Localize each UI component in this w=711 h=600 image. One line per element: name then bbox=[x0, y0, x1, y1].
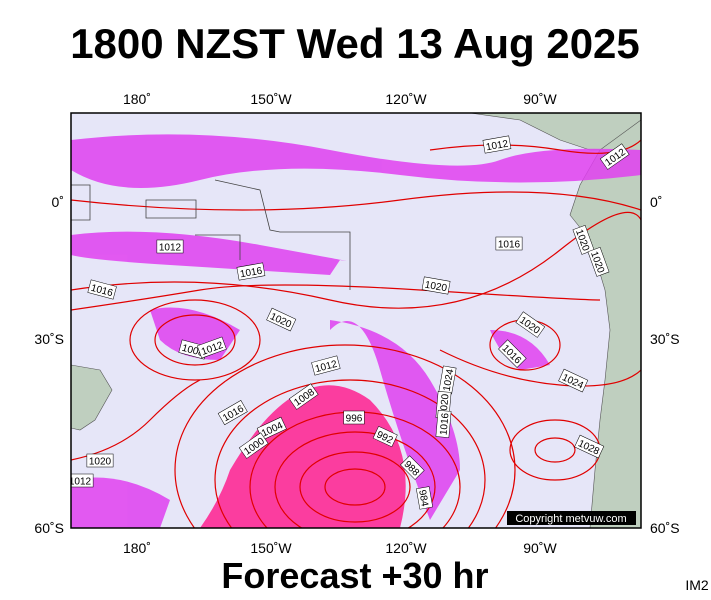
isobar-label: 1016 bbox=[495, 236, 523, 251]
isobar-label: 1012 bbox=[156, 239, 184, 254]
isobar-label-bg bbox=[86, 453, 114, 468]
isobar-label: 996 bbox=[343, 410, 365, 425]
lon-label-bottom: 90˚W bbox=[523, 540, 557, 556]
isobar-label-text: 1024 bbox=[442, 368, 457, 392]
lon-label-top: 120˚W bbox=[385, 91, 427, 107]
copyright: Copyright metvuw.com bbox=[515, 513, 626, 525]
isobar-label-bg bbox=[515, 311, 546, 338]
isobar-label-bg bbox=[558, 368, 589, 393]
isobar-label-bg bbox=[421, 276, 451, 295]
copyright-box bbox=[507, 511, 636, 525]
isobar-label: 1020 bbox=[421, 276, 451, 295]
isobar-label-bg bbox=[400, 455, 425, 480]
isobar-label: 1020 bbox=[86, 453, 114, 468]
isobar-label-bg bbox=[217, 400, 248, 426]
isobar-label-bg bbox=[343, 410, 365, 425]
isobar-label-bg bbox=[87, 279, 117, 300]
isobar-label-text: 1020 bbox=[424, 280, 448, 295]
isobar-label: 1016 bbox=[435, 410, 452, 438]
lat-label-right: 60˚S bbox=[650, 520, 680, 536]
isobar-label-bg bbox=[288, 383, 319, 410]
isobar-label-text: 1012 bbox=[485, 139, 509, 154]
isobar-label-text: 1016 bbox=[239, 266, 263, 281]
lon-label-bottom: 120˚W bbox=[385, 540, 427, 556]
lon-label-bottom: 180˚ bbox=[123, 540, 151, 556]
isobar-label-bg bbox=[495, 236, 523, 251]
lat-label-left: 30˚S bbox=[34, 331, 64, 347]
isobar-label-text: 1016 bbox=[498, 240, 521, 251]
isobar-label-bg bbox=[71, 473, 94, 488]
boundaries bbox=[71, 179, 351, 290]
isobar-label: 1012 bbox=[69, 473, 94, 488]
isobar-label: 1012 bbox=[482, 135, 512, 154]
isobar-label-bg bbox=[599, 143, 630, 170]
isobar-label-text: 1012 bbox=[69, 477, 92, 488]
isobar-label-text: 984 bbox=[416, 489, 430, 508]
isobar-label-text: 1020 bbox=[89, 457, 112, 468]
isobar-label-bg bbox=[238, 432, 269, 459]
image-code: IM2 bbox=[685, 577, 709, 593]
forecast-label: Forecast +30 hr bbox=[221, 555, 488, 596]
title: 1800 NZST Wed 13 Aug 2025 bbox=[70, 20, 640, 67]
isobar-label-bg bbox=[482, 135, 512, 154]
isobar-label-bg bbox=[435, 410, 452, 438]
isobar-label-bg bbox=[156, 239, 184, 254]
lon-label-top: 90˚W bbox=[523, 91, 557, 107]
isobar-label-bg bbox=[266, 307, 297, 332]
isobar-label-bg bbox=[587, 246, 610, 277]
isobar-label-text: 1012 bbox=[159, 243, 182, 254]
isobar-label-text: 996 bbox=[346, 414, 363, 425]
new-zealand bbox=[71, 364, 113, 431]
graticule-labels: 180˚ 180˚ 150˚W 150˚W 120˚W 120˚W 90˚W 90˚W 0˚ 0˚… bbox=[34, 91, 679, 556]
isobar-label-text: 1016 bbox=[439, 412, 452, 436]
isobar-label: 1016 bbox=[236, 262, 266, 281]
lat-label-left: 60˚S bbox=[34, 520, 64, 536]
isobar-label-bg bbox=[196, 336, 227, 359]
isobar-label: 1024 bbox=[438, 365, 457, 395]
lat-label-right: 0˚ bbox=[650, 194, 662, 210]
isobar-label-bg bbox=[236, 262, 266, 281]
isobar-label-bg bbox=[498, 339, 527, 368]
lat-label-right: 30˚S bbox=[650, 331, 680, 347]
isobar-label: 984 bbox=[416, 486, 433, 510]
isobar-label-bg bbox=[372, 425, 398, 448]
lon-label-top: 150˚W bbox=[250, 91, 292, 107]
map-frame bbox=[70, 112, 642, 529]
isobars bbox=[71, 139, 641, 528]
lon-label-bottom: 150˚W bbox=[250, 540, 292, 556]
isobar-label-bg bbox=[311, 355, 341, 376]
lon-label-top: 180˚ bbox=[123, 91, 151, 107]
isobar-label-bg bbox=[416, 486, 433, 510]
south-america bbox=[569, 113, 641, 528]
lat-label-left: 0˚ bbox=[52, 194, 64, 210]
isobar-label-bg bbox=[574, 434, 605, 459]
